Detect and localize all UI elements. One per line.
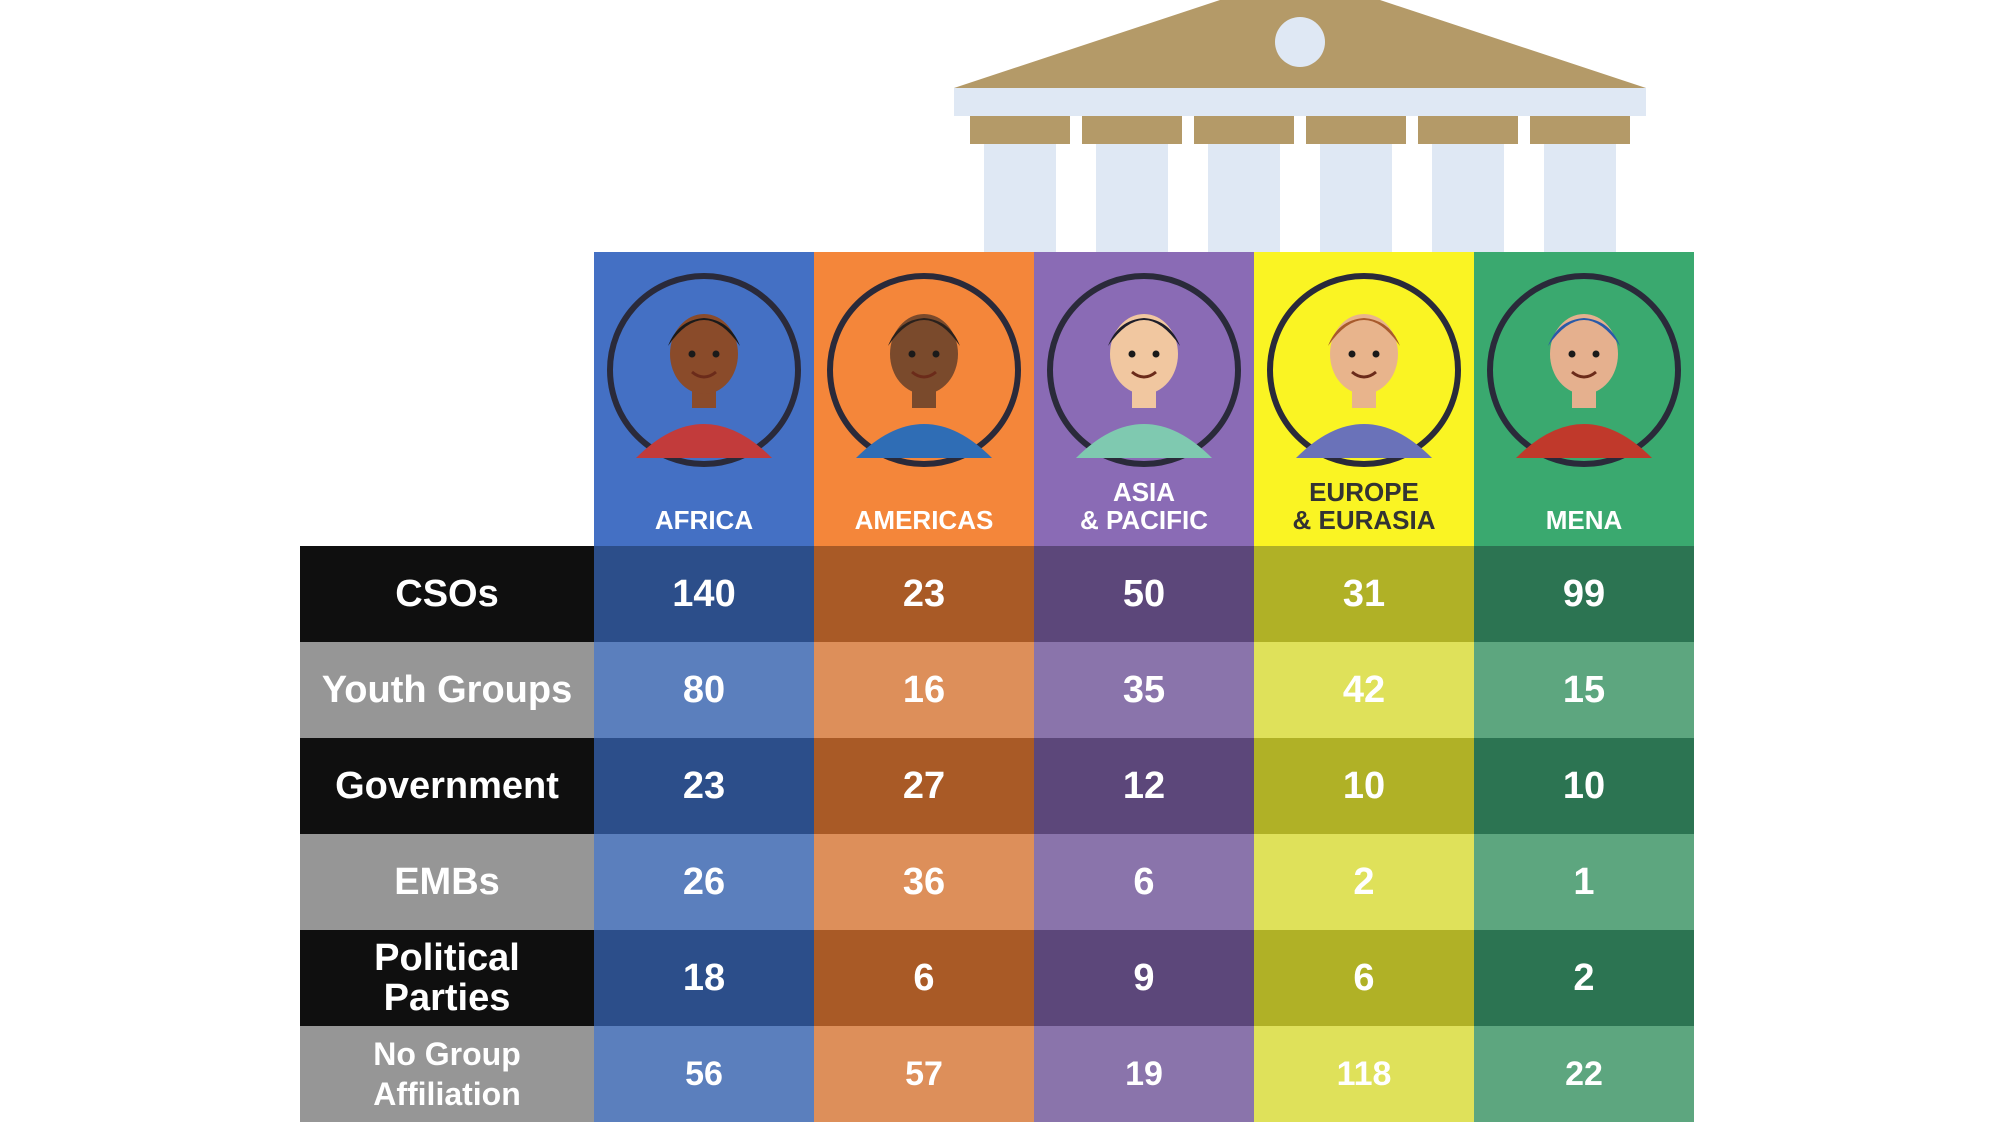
value-cell: 80 (594, 642, 814, 738)
avatar-hair (1328, 318, 1400, 346)
row-label: EMBs (300, 834, 594, 930)
avatar-eye (1348, 350, 1356, 358)
value-cell: 22 (1474, 1026, 1694, 1122)
value-cell: 19 (1034, 1026, 1254, 1122)
region-name: MENA (1545, 505, 1623, 535)
row-label: Government (300, 738, 594, 834)
building-column (1544, 140, 1616, 252)
value-cell: 140 (594, 546, 814, 642)
region-name: AMERICAS (854, 505, 994, 535)
avatar-hair (888, 318, 960, 346)
avatar-eye (1152, 350, 1160, 358)
building-capitals (970, 116, 1630, 144)
avatar-hair (668, 318, 740, 346)
value-cell: 16 (814, 642, 1034, 738)
row-label: CSOs (300, 546, 594, 642)
row-label: No Group Affiliation (300, 1026, 594, 1122)
avatar-eye (1128, 350, 1136, 358)
building-column (1096, 140, 1168, 252)
avatar-shirt (1516, 424, 1652, 458)
region-column-header: MENA (1474, 252, 1694, 546)
europe-eurasia-person-avatar (1267, 273, 1461, 467)
row-label: Political Parties (300, 930, 594, 1026)
value-cell: 1 (1474, 834, 1694, 930)
avatar-smile (1351, 370, 1377, 379)
asia-pacific-person-avatar (1047, 273, 1241, 467)
avatar-smile (1131, 370, 1157, 379)
avatar-face (890, 314, 958, 394)
value-cell: 9 (1034, 930, 1254, 1026)
value-cell: 50 (1034, 546, 1254, 642)
column-capital (1194, 116, 1294, 144)
avatar-shirt (856, 424, 992, 458)
avatar-shirt (1076, 424, 1212, 458)
building-columns (984, 140, 1616, 252)
column-capital (970, 116, 1070, 144)
building-column (984, 140, 1056, 252)
parliament-building-icon (954, 0, 1646, 252)
value-cell: 26 (594, 834, 814, 930)
americas-person-avatar (827, 273, 1021, 467)
value-cell: 23 (594, 738, 814, 834)
value-cell: 42 (1254, 642, 1474, 738)
avatar-eye (932, 350, 940, 358)
region-column-header: AMERICAS (814, 252, 1034, 546)
region-column-header: ASIA & PACIFIC (1034, 252, 1254, 546)
building-column (1208, 140, 1280, 252)
avatar-eye (908, 350, 916, 358)
region-name: EUROPE & EURASIA (1292, 477, 1436, 535)
avatar-eye (712, 350, 720, 358)
value-cell: 118 (1254, 1026, 1474, 1122)
value-cell: 35 (1034, 642, 1254, 738)
avatar-face (1330, 314, 1398, 394)
africa-person-avatar (607, 273, 801, 467)
building-column (1320, 140, 1392, 252)
value-cell: 10 (1254, 738, 1474, 834)
avatar-eye (1592, 350, 1600, 358)
value-cell: 31 (1254, 546, 1474, 642)
column-capital (1082, 116, 1182, 144)
avatar-face (1110, 314, 1178, 394)
roof-window (1275, 17, 1325, 67)
column-capital (1306, 116, 1406, 144)
value-cell: 6 (814, 930, 1034, 1026)
avatar-face (670, 314, 738, 394)
value-cell: 15 (1474, 642, 1694, 738)
value-cell: 27 (814, 738, 1034, 834)
column-capital (1530, 116, 1630, 144)
avatar-eye (688, 350, 696, 358)
avatar-eye (1372, 350, 1380, 358)
value-cell: 36 (814, 834, 1034, 930)
region-column-header: EUROPE & EURASIA (1254, 252, 1474, 546)
row-label: Youth Groups (300, 642, 594, 738)
region-name: AFRICA (654, 505, 754, 535)
value-cell: 10 (1474, 738, 1694, 834)
value-cell: 57 (814, 1026, 1034, 1122)
avatar-hair (1548, 318, 1620, 346)
value-cell: 18 (594, 930, 814, 1026)
avatar-hair (1108, 318, 1180, 346)
region-column-header: AFRICA (594, 252, 814, 546)
avatar-smile (691, 370, 717, 379)
value-cell: 99 (1474, 546, 1694, 642)
value-cell: 2 (1474, 930, 1694, 1026)
avatar-eye (1568, 350, 1576, 358)
avatar-face (1550, 314, 1618, 394)
value-cell: 56 (594, 1026, 814, 1122)
value-cell: 6 (1254, 930, 1474, 1026)
region-name: ASIA & PACIFIC (1079, 477, 1209, 535)
value-cell: 23 (814, 546, 1034, 642)
value-cell: 2 (1254, 834, 1474, 930)
avatar-smile (1571, 370, 1597, 379)
avatar-shirt (1296, 424, 1432, 458)
mena-person-avatar (1487, 273, 1681, 467)
column-capital (1418, 116, 1518, 144)
building-architrave (954, 88, 1646, 116)
avatar-shirt (636, 424, 772, 458)
avatar-smile (911, 370, 937, 379)
building-column (1432, 140, 1504, 252)
value-cell: 12 (1034, 738, 1254, 834)
value-cell: 6 (1034, 834, 1254, 930)
